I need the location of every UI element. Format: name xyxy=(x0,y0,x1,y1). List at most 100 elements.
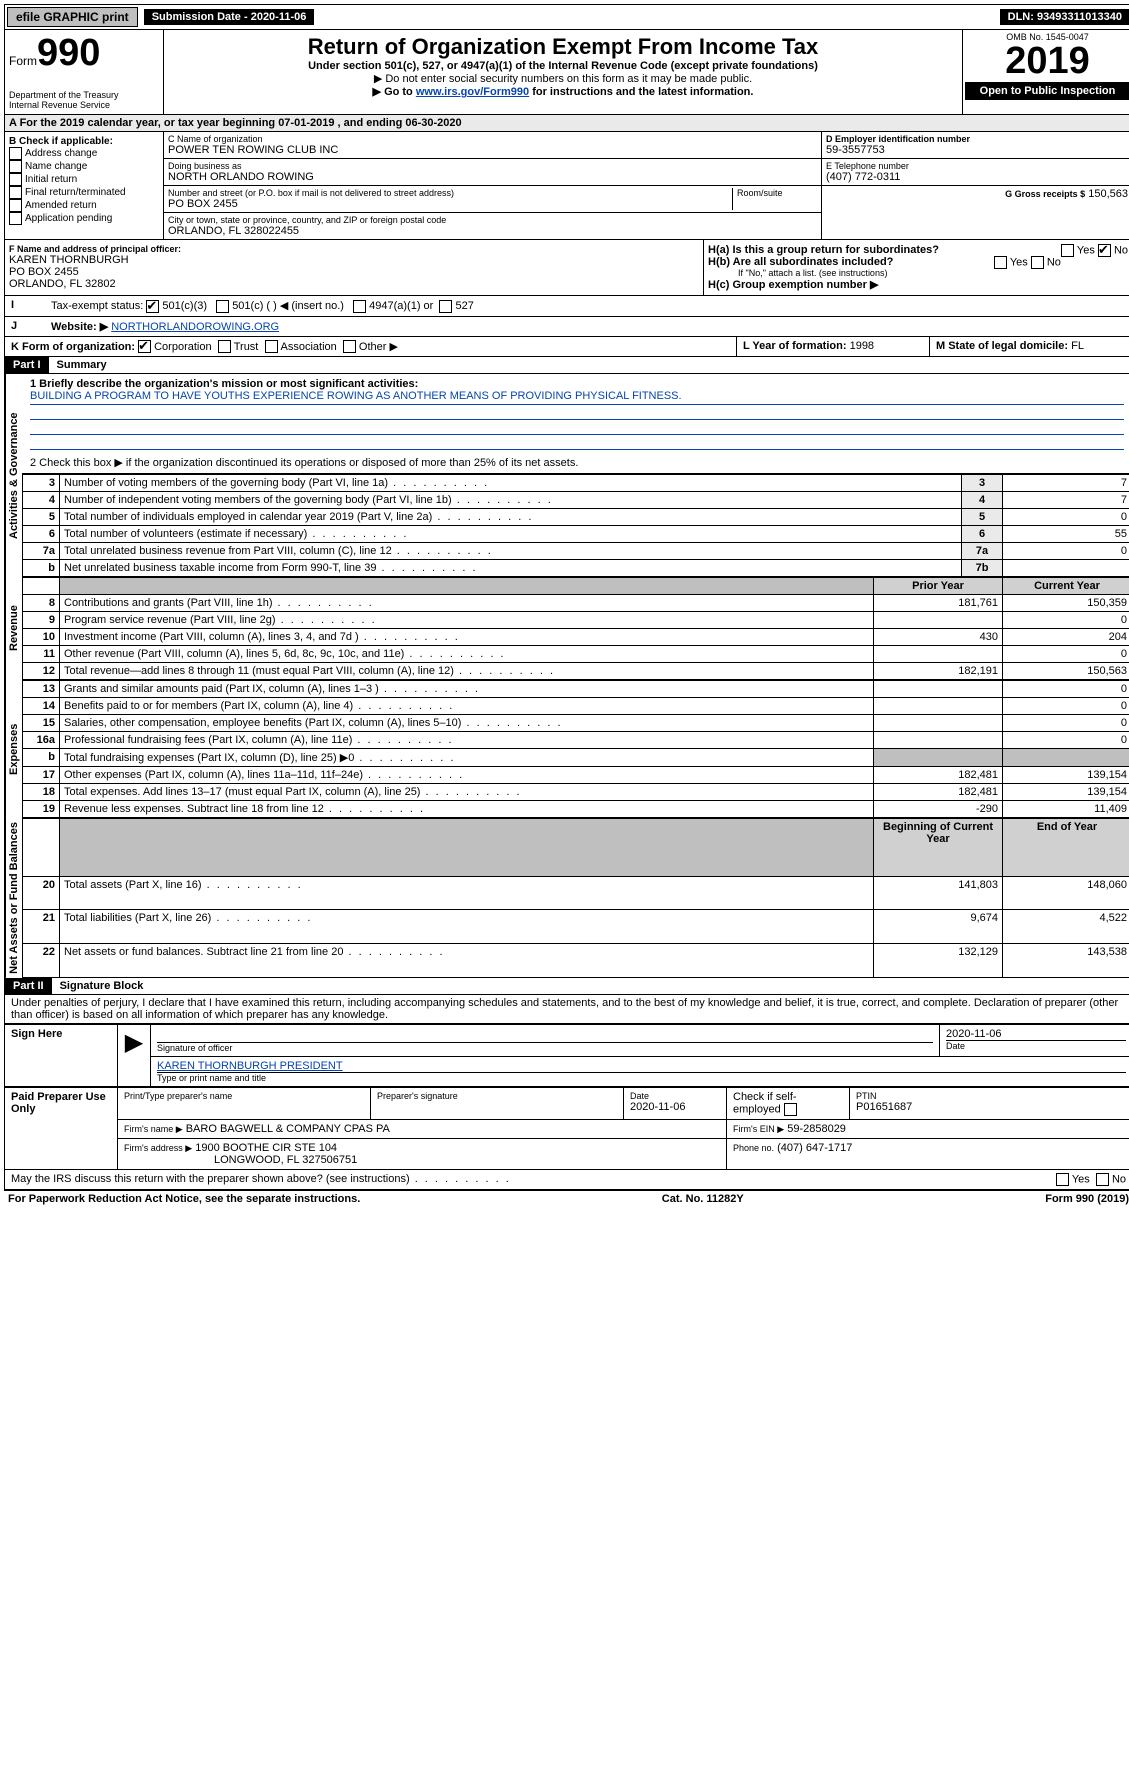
dln: DLN: 93493311013340 xyxy=(1000,9,1129,25)
table-row: 11Other revenue (Part VIII, column (A), … xyxy=(23,646,1129,663)
sig-date: 2020-11-06 xyxy=(946,1028,1126,1040)
addr-label: Number and street (or P.O. box if mail i… xyxy=(168,188,728,198)
cb-initial-return[interactable] xyxy=(9,173,22,186)
form-990-label: Form 990 xyxy=(9,34,159,72)
cb-corp[interactable] xyxy=(138,340,151,353)
table-row: 14Benefits paid to or for members (Part … xyxy=(23,698,1129,715)
sign-here-block: Sign Here ▶ Signature of officer 2020-11… xyxy=(4,1024,1129,1087)
h-b: H(b) Are all subordinates included? Yes … xyxy=(708,256,1128,268)
vlabel-net: Net Assets or Fund Balances xyxy=(5,818,22,978)
line-1-label: 1 Briefly describe the organization's mi… xyxy=(30,378,1124,390)
room-suite-label: Room/suite xyxy=(733,188,817,210)
ein: 59-3557753 xyxy=(826,144,1128,156)
table-row: 18Total expenses. Add lines 13–17 (must … xyxy=(23,784,1129,801)
box-c-name-label: C Name of organization xyxy=(168,134,817,144)
discuss-no[interactable] xyxy=(1096,1173,1109,1186)
officer-addr2: ORLANDO, FL 32802 xyxy=(9,278,699,290)
cb-assoc[interactable] xyxy=(265,340,278,353)
form-header: Form 990 Department of the Treasury Inte… xyxy=(4,30,1129,115)
h-b-note: If "No," attach a list. (see instruction… xyxy=(708,268,1128,278)
form-note-1: ▶ Do not enter social security numbers o… xyxy=(168,72,958,85)
h-c: H(c) Group exemption number ▶ xyxy=(708,278,1128,291)
part-1-expenses: Expenses 13Grants and similar amounts pa… xyxy=(4,680,1129,818)
dba-name: NORTH ORLANDO ROWING xyxy=(168,171,817,183)
table-row: 13Grants and similar amounts paid (Part … xyxy=(23,681,1129,698)
cb-527[interactable] xyxy=(439,300,452,313)
cat-no: Cat. No. 11282Y xyxy=(662,1193,744,1205)
row-klm: K Form of organization: Corporation Trus… xyxy=(4,337,1129,358)
discuss-yes[interactable] xyxy=(1056,1173,1069,1186)
box-d-label: D Employer identification number xyxy=(826,134,1128,144)
cb-501c3[interactable] xyxy=(146,300,159,313)
firm-name: BARO BAGWELL & COMPANY CPAS PA xyxy=(186,1123,390,1135)
discuss-row: May the IRS discuss this return with the… xyxy=(4,1170,1129,1190)
table-row: 19Revenue less expenses. Subtract line 1… xyxy=(23,801,1129,818)
table-row: 4Number of independent voting members of… xyxy=(23,492,1129,509)
cb-501c[interactable] xyxy=(216,300,229,313)
state-domicile: FL xyxy=(1071,340,1084,352)
table-row: 21Total liabilities (Part X, line 26)9,6… xyxy=(23,910,1129,944)
table-row: bTotal fundraising expenses (Part IX, co… xyxy=(23,749,1129,767)
org-name: POWER TEN ROWING CLUB INC xyxy=(168,144,817,156)
irs-label: Internal Revenue Service xyxy=(9,100,159,110)
paid-preparer-block: Paid Preparer Use Only Print/Type prepar… xyxy=(4,1087,1129,1170)
pra-notice: For Paperwork Reduction Act Notice, see … xyxy=(8,1193,360,1205)
row-i: I Tax-exempt status: 501(c)(3) 501(c) ( … xyxy=(4,296,1129,317)
table-row: 22Net assets or fund balances. Subtract … xyxy=(23,944,1129,978)
cb-trust[interactable] xyxy=(218,340,231,353)
expenses-table: 13Grants and similar amounts paid (Part … xyxy=(22,680,1129,818)
ha-yes[interactable] xyxy=(1061,244,1074,257)
vlabel-revenue: Revenue xyxy=(5,577,22,680)
website-link[interactable]: NORTHORLANDOROWING.ORG xyxy=(111,321,279,333)
net-assets-table: Beginning of Current YearEnd of Year20To… xyxy=(22,818,1129,978)
part-1-governance: Activities & Governance 1 Briefly descri… xyxy=(4,374,1129,577)
header-grid: B Check if applicable: Address change Na… xyxy=(4,132,1129,240)
telephone: (407) 772-0311 xyxy=(826,171,1128,183)
paid-preparer-label: Paid Preparer Use Only xyxy=(5,1088,118,1170)
firm-addr2: LONGWOOD, FL 327506751 xyxy=(124,1154,357,1166)
efile-print-button[interactable]: efile GRAPHIC print xyxy=(7,7,138,27)
form990-link[interactable]: www.irs.gov/Form990 xyxy=(416,86,529,98)
officer-addr1: PO BOX 2455 xyxy=(9,266,699,278)
part-1-revenue: Revenue Prior YearCurrent Year8Contribut… xyxy=(4,577,1129,680)
firm-phone: (407) 647-1717 xyxy=(777,1142,852,1154)
hb-yes[interactable] xyxy=(994,256,1007,269)
line-2: 2 Check this box ▶ if the organization d… xyxy=(30,456,1124,469)
vlabel-governance: Activities & Governance xyxy=(5,374,22,577)
cb-application-pending[interactable] xyxy=(9,212,22,225)
hb-no[interactable] xyxy=(1031,256,1044,269)
box-b: B Check if applicable: Address change Na… xyxy=(5,132,164,239)
form-note-2: ▶ Go to www.irs.gov/Form990 for instruct… xyxy=(168,85,958,98)
box-g-label: G Gross receipts $ xyxy=(1005,189,1085,199)
ha-no[interactable] xyxy=(1098,244,1111,257)
cb-name-change[interactable] xyxy=(9,160,22,173)
ptin: P01651687 xyxy=(856,1101,1126,1113)
cb-self-employed[interactable] xyxy=(784,1103,797,1116)
cb-other[interactable] xyxy=(343,340,356,353)
f-h-row: F Name and address of principal officer:… xyxy=(4,240,1129,296)
mission-text: BUILDING A PROGRAM TO HAVE YOUTHS EXPERI… xyxy=(30,390,1124,405)
cb-4947[interactable] xyxy=(353,300,366,313)
dba-label: Doing business as xyxy=(168,161,817,171)
sig-date-label: Date xyxy=(946,1040,1126,1051)
h-a: H(a) Is this a group return for subordin… xyxy=(708,244,1128,256)
preparer-date: 2020-11-06 xyxy=(630,1101,720,1113)
cb-amended[interactable] xyxy=(9,199,22,212)
year-formation: 1998 xyxy=(850,340,874,352)
table-row: 8Contributions and grants (Part VIII, li… xyxy=(23,595,1129,612)
revenue-table: Prior YearCurrent Year8Contributions and… xyxy=(22,577,1129,680)
vlabel-expenses: Expenses xyxy=(5,680,22,818)
sign-arrow: ▶ xyxy=(118,1025,151,1087)
sign-here-label: Sign Here xyxy=(5,1025,118,1087)
cb-final-return[interactable] xyxy=(9,186,22,199)
table-row: 12Total revenue—add lines 8 through 11 (… xyxy=(23,663,1129,680)
table-row: 5Total number of individuals employed in… xyxy=(23,509,1129,526)
form-title: Return of Organization Exempt From Incom… xyxy=(168,34,958,60)
tax-year: 2019 xyxy=(965,42,1129,80)
box-f-label: F Name and address of principal officer: xyxy=(9,244,699,254)
sig-officer-label: Signature of officer xyxy=(157,1043,933,1053)
type-name-label: Type or print name and title xyxy=(157,1073,1126,1083)
cb-address-change[interactable] xyxy=(9,147,22,160)
form-ref: Form 990 (2019) xyxy=(1045,1193,1129,1205)
part-2-header: Part II Signature Block xyxy=(4,978,1129,995)
